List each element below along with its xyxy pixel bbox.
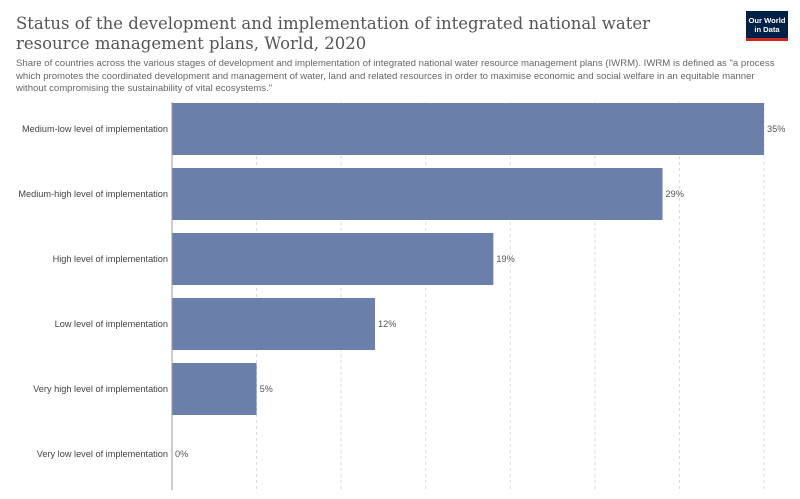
logo-line-2: in Data (754, 25, 780, 34)
chart-title: Status of the development and implementa… (16, 14, 651, 53)
bar (172, 363, 257, 415)
value-label: 35% (767, 124, 785, 134)
owid-logo[interactable]: Our World in Data (746, 11, 788, 41)
category-label: High level of implementation (53, 254, 168, 264)
category-label: Very high level of implementation (33, 384, 168, 394)
value-label: 5% (260, 384, 273, 394)
category-label: Medium-high level of implementation (18, 189, 168, 199)
chart-subtitle: Share of countries across the various st… (16, 58, 775, 94)
bar (172, 103, 764, 155)
category-label: Medium-low level of implementation (22, 124, 168, 134)
value-label: 19% (496, 254, 514, 264)
category-label: Very low level of implementation (37, 449, 168, 459)
bar (172, 298, 375, 350)
bar (172, 168, 663, 220)
logo-line-1: Our World (748, 16, 786, 25)
value-label: 12% (378, 319, 396, 329)
value-label: 0% (175, 449, 188, 459)
category-label: Low level of implementation (55, 319, 168, 329)
value-label: 29% (666, 189, 684, 199)
bar (172, 233, 494, 285)
